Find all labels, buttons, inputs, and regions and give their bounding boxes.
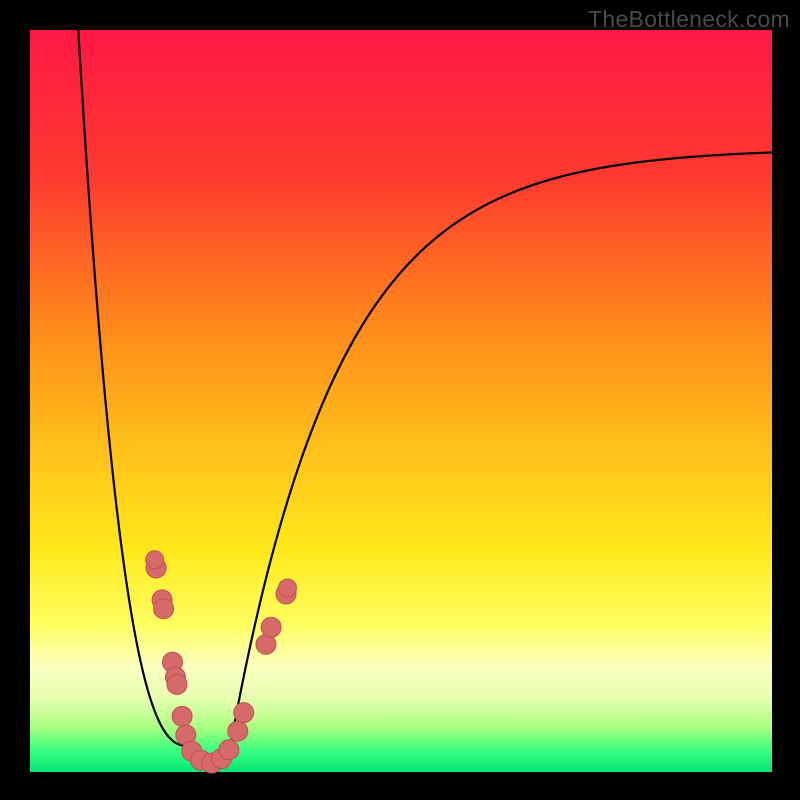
- data-marker-cap: [146, 551, 164, 569]
- data-marker-cap: [278, 579, 296, 597]
- bottleneck-chart: [0, 0, 800, 800]
- data-marker: [228, 721, 248, 741]
- data-marker: [172, 706, 192, 726]
- data-marker: [167, 674, 187, 694]
- watermark-text: TheBottleneck.com: [588, 6, 790, 33]
- data-marker: [154, 599, 174, 619]
- data-marker: [261, 617, 281, 637]
- data-marker: [234, 703, 254, 723]
- data-marker: [219, 740, 239, 760]
